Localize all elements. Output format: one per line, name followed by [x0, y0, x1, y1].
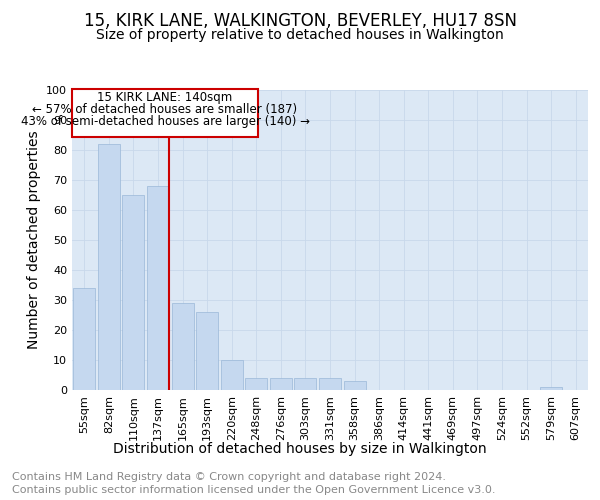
Bar: [295, 378, 316, 390]
Bar: [319, 378, 341, 390]
Text: Size of property relative to detached houses in Walkington: Size of property relative to detached ho…: [96, 28, 504, 42]
Text: Distribution of detached houses by size in Walkington: Distribution of detached houses by size …: [113, 442, 487, 456]
Bar: [221, 360, 243, 390]
Bar: [147, 186, 169, 390]
Bar: [344, 381, 365, 390]
FancyBboxPatch shape: [73, 88, 257, 136]
Text: 15, KIRK LANE, WALKINGTON, BEVERLEY, HU17 8SN: 15, KIRK LANE, WALKINGTON, BEVERLEY, HU1…: [83, 12, 517, 30]
Bar: [245, 378, 268, 390]
Bar: [172, 303, 194, 390]
Bar: [122, 195, 145, 390]
Text: 15 KIRK LANE: 140sqm: 15 KIRK LANE: 140sqm: [97, 92, 233, 104]
Bar: [270, 378, 292, 390]
Y-axis label: Number of detached properties: Number of detached properties: [26, 130, 41, 350]
Text: Contains public sector information licensed under the Open Government Licence v3: Contains public sector information licen…: [12, 485, 496, 495]
Text: 43% of semi-detached houses are larger (140) →: 43% of semi-detached houses are larger (…: [20, 116, 310, 128]
Text: ← 57% of detached houses are smaller (187): ← 57% of detached houses are smaller (18…: [32, 104, 298, 117]
Text: Contains HM Land Registry data © Crown copyright and database right 2024.: Contains HM Land Registry data © Crown c…: [12, 472, 446, 482]
Bar: [540, 387, 562, 390]
Bar: [98, 144, 120, 390]
Bar: [73, 288, 95, 390]
Bar: [196, 312, 218, 390]
